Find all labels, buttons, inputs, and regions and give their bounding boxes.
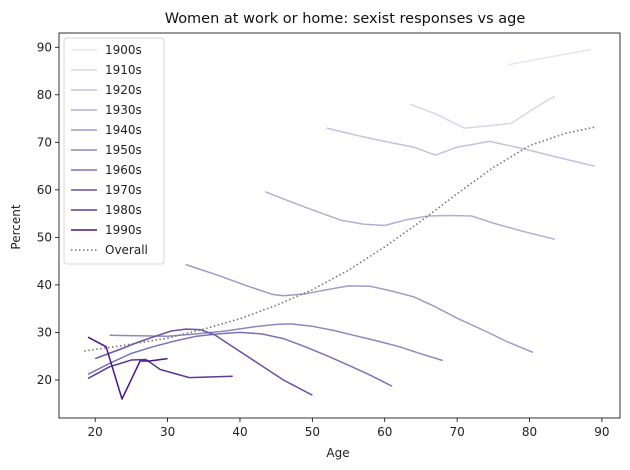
legend-label-1970s: 1970s	[105, 183, 142, 197]
y-tick-label: 30	[37, 325, 52, 339]
legend-label-1990s: 1990s	[105, 223, 142, 237]
legend-box	[63, 37, 165, 265]
chart-title: Women at work or home: sexist responses …	[165, 11, 526, 27]
x-tick-label: 40	[232, 425, 247, 439]
x-axis-label: Age	[326, 446, 349, 460]
series-line-overall	[84, 126, 595, 352]
series-line-1950s	[109, 323, 443, 362]
series-line-1990s	[87, 336, 168, 400]
series-line-1980s	[87, 358, 233, 380]
y-tick-label: 90	[37, 40, 52, 54]
y-tick-label: 60	[37, 183, 52, 197]
series-line-1960s	[87, 331, 393, 387]
x-tick-label: 50	[305, 425, 320, 439]
y-tick-label: 70	[37, 135, 52, 149]
legend-label-1920s: 1920s	[105, 83, 142, 97]
y-tick-label: 20	[37, 373, 52, 387]
x-tick-label: 80	[522, 425, 537, 439]
series-line-1930s	[265, 191, 556, 241]
legend: 1900s 1910s 1920s 1930s 1940s 1950s 1960s 1970s…	[63, 37, 165, 265]
series-line-1970s	[94, 328, 313, 396]
y-axis-label: Percent	[9, 204, 23, 249]
legend-label-1930s: 1930s	[105, 103, 142, 117]
legend-label-1960s: 1960s	[105, 163, 142, 177]
x-tick-label: 90	[594, 425, 609, 439]
plot-frame	[58, 32, 621, 419]
legend-label-1900s: 1900s	[105, 43, 142, 57]
y-tick-label: 40	[37, 278, 52, 292]
series-line-1940s	[185, 263, 534, 354]
x-tick-label: 30	[160, 425, 175, 439]
legend-label-1950s: 1950s	[105, 143, 142, 157]
legend-label-overall: Overall	[105, 243, 148, 257]
y-tick-label: 80	[37, 88, 52, 102]
legend-label-1940s: 1940s	[105, 123, 142, 137]
legend-label-1980s: 1980s	[105, 203, 142, 217]
legend-label-1910s: 1910s	[105, 63, 142, 77]
plot-area: 20 30 40 50 60 70 80 90 20 30 40 50 60 70 80 90	[37, 32, 621, 439]
series-line-1920s	[326, 127, 595, 167]
x-tick-label: 20	[88, 425, 103, 439]
series-line-1900s	[507, 48, 592, 66]
x-tick-label: 60	[377, 425, 392, 439]
y-tick-label: 50	[37, 230, 52, 244]
series-line-1910s	[409, 95, 556, 129]
x-tick-label: 70	[449, 425, 464, 439]
